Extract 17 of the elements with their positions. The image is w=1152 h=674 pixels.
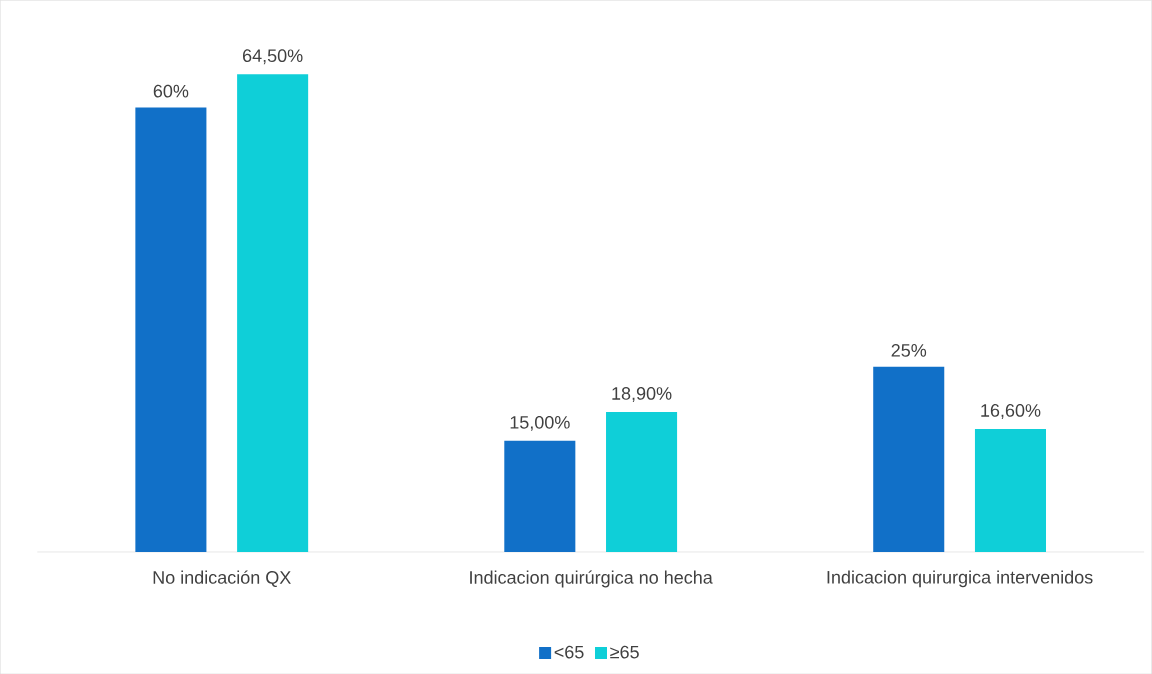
bar [974,428,1047,552]
bar [504,440,576,552]
data-label: 15,00% [510,415,570,431]
bar [135,107,207,552]
legend-label: <65 [554,645,584,659]
x-tick-label: Indicacion quirurgica intervenidos [827,570,1093,588]
legend-label: ≥65 [610,645,639,659]
data-label: 18,90% [612,386,672,402]
data-label: 16,60% [981,403,1041,419]
data-label: 25% [891,343,927,357]
bar [873,366,945,552]
x-tick-label: Indicacion quirúrgica no hecha [470,570,713,588]
bar [606,411,678,552]
x-tick-label: No indicación QX [153,570,291,587]
data-label: 60% [153,84,189,98]
bar [237,74,309,552]
data-label: 64,50% [243,49,303,65]
